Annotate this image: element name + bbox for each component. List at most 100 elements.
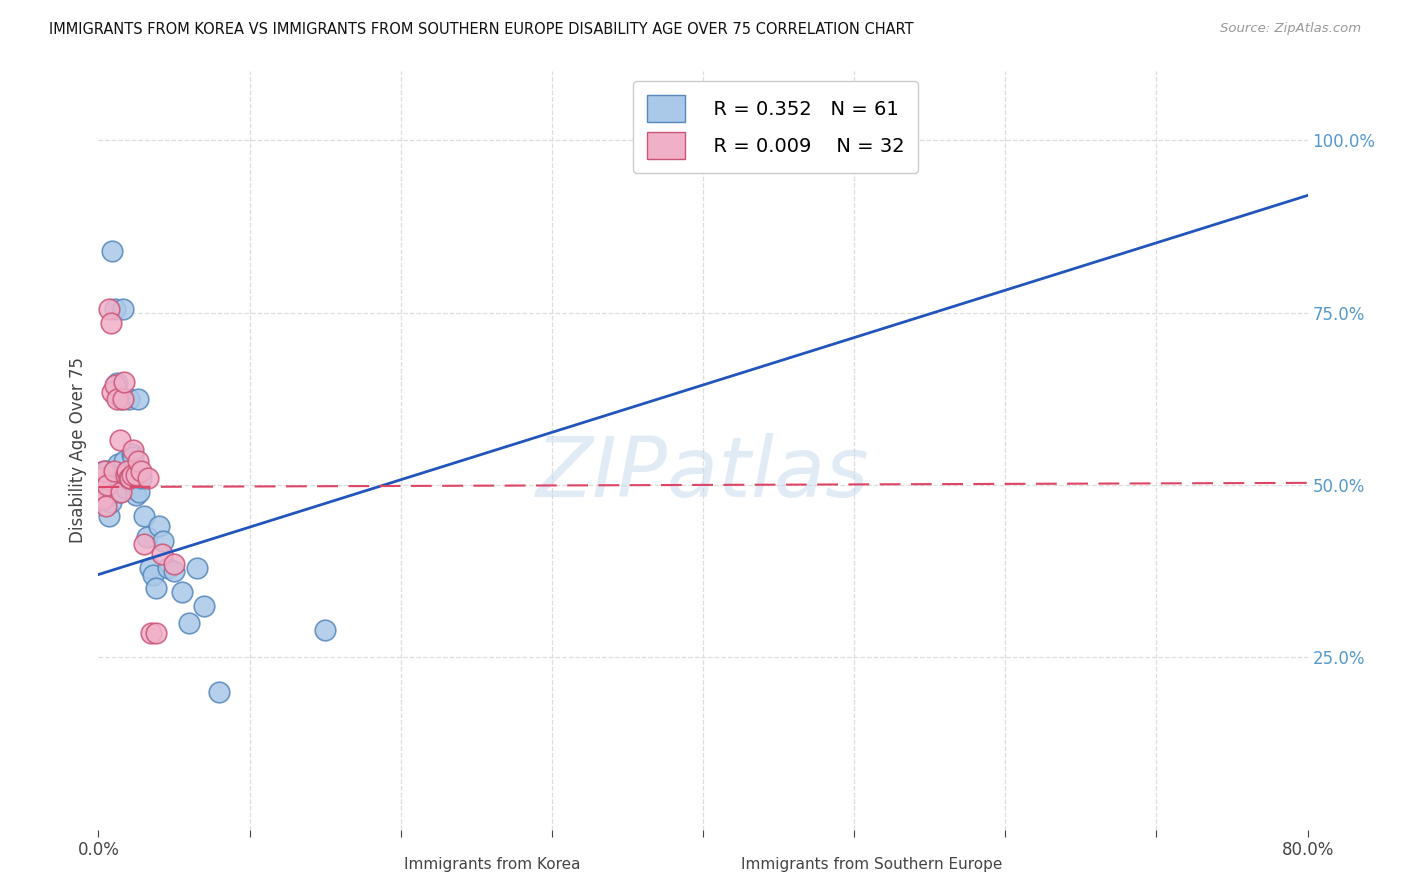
Text: Immigrants from Southern Europe: Immigrants from Southern Europe [741, 857, 1002, 872]
Point [104, 302, 127, 317]
Point [89, 478, 111, 492]
Point [813, 127, 835, 141]
Point [124, 482, 146, 496]
Legend:   R = 0.352   N = 61,   R = 0.009    N = 32: R = 0.352 N = 61, R = 0.009 N = 32 [633, 81, 918, 173]
Point [125, 467, 148, 482]
Point [90, 471, 112, 485]
Point [98, 475, 121, 489]
Point [91, 478, 114, 492]
Point [122, 443, 145, 458]
Point [96, 482, 118, 496]
Point [89, 478, 111, 492]
Point [142, 567, 165, 582]
Point [96, 478, 118, 492]
Point [94, 499, 117, 513]
Point [89, 484, 111, 499]
Point [128, 484, 150, 499]
Point [141, 626, 163, 640]
Point [186, 560, 208, 574]
Point [145, 626, 167, 640]
Point [100, 316, 122, 330]
Point [111, 302, 134, 317]
Point [121, 447, 143, 461]
Point [110, 475, 132, 489]
Point [110, 484, 132, 499]
Point [132, 536, 155, 550]
Point [100, 471, 122, 485]
Point [193, 599, 215, 613]
Point [94, 475, 117, 489]
Point [103, 471, 125, 485]
Point [107, 457, 129, 471]
Text: Immigrants from Korea: Immigrants from Korea [404, 857, 581, 872]
Y-axis label: Disability Age Over 75: Disability Age Over 75 [69, 358, 87, 543]
Point [108, 484, 131, 499]
Point [114, 467, 136, 482]
Point [120, 471, 142, 485]
Point [94, 491, 117, 506]
Point [104, 378, 127, 392]
Point [170, 584, 193, 599]
Point [93, 464, 115, 478]
Point [112, 471, 135, 485]
Point [127, 454, 149, 468]
Point [122, 450, 145, 465]
Point [90, 491, 112, 506]
Point [152, 534, 174, 549]
Point [125, 488, 148, 502]
Point [105, 376, 128, 390]
Point [108, 433, 131, 447]
Point [104, 464, 127, 478]
Point [111, 392, 134, 406]
Point [100, 484, 122, 499]
Point [93, 482, 115, 496]
Point [150, 547, 173, 561]
Point [107, 471, 129, 485]
Point [94, 478, 117, 492]
Point [91, 491, 114, 506]
Point [91, 495, 114, 509]
Point [90, 471, 112, 485]
Point [115, 464, 138, 478]
Point [129, 464, 152, 478]
Text: Source: ZipAtlas.com: Source: ZipAtlas.com [1220, 22, 1361, 36]
Point [132, 508, 155, 523]
Point [101, 384, 124, 399]
Point [163, 564, 186, 578]
Point [93, 464, 115, 478]
Text: ZIPatlas: ZIPatlas [536, 433, 870, 514]
Point [110, 392, 132, 406]
Point [98, 302, 121, 317]
Point [314, 623, 336, 637]
Point [112, 375, 135, 389]
Point [156, 560, 179, 574]
Point [118, 471, 141, 485]
Point [101, 244, 124, 258]
Point [114, 482, 136, 496]
Point [208, 684, 231, 698]
Point [118, 392, 141, 406]
Point [139, 560, 162, 574]
Point [136, 471, 159, 485]
Point [148, 519, 170, 533]
Point [105, 392, 128, 406]
Point [163, 557, 186, 572]
Point [127, 392, 149, 406]
Point [89, 484, 111, 499]
Point [103, 464, 125, 478]
Point [103, 484, 125, 499]
Point [100, 495, 122, 509]
Text: IMMIGRANTS FROM KOREA VS IMMIGRANTS FROM SOUTHERN EUROPE DISABILITY AGE OVER 75 : IMMIGRANTS FROM KOREA VS IMMIGRANTS FROM… [49, 22, 914, 37]
Point [135, 530, 157, 544]
Point [115, 471, 138, 485]
Point [98, 488, 121, 502]
Point [98, 508, 121, 523]
Point [121, 467, 143, 482]
Point [179, 615, 201, 630]
Point [112, 454, 135, 468]
Point [96, 464, 118, 478]
Point [129, 471, 152, 485]
Point [91, 471, 114, 485]
Point [120, 475, 142, 489]
Point [145, 582, 167, 596]
